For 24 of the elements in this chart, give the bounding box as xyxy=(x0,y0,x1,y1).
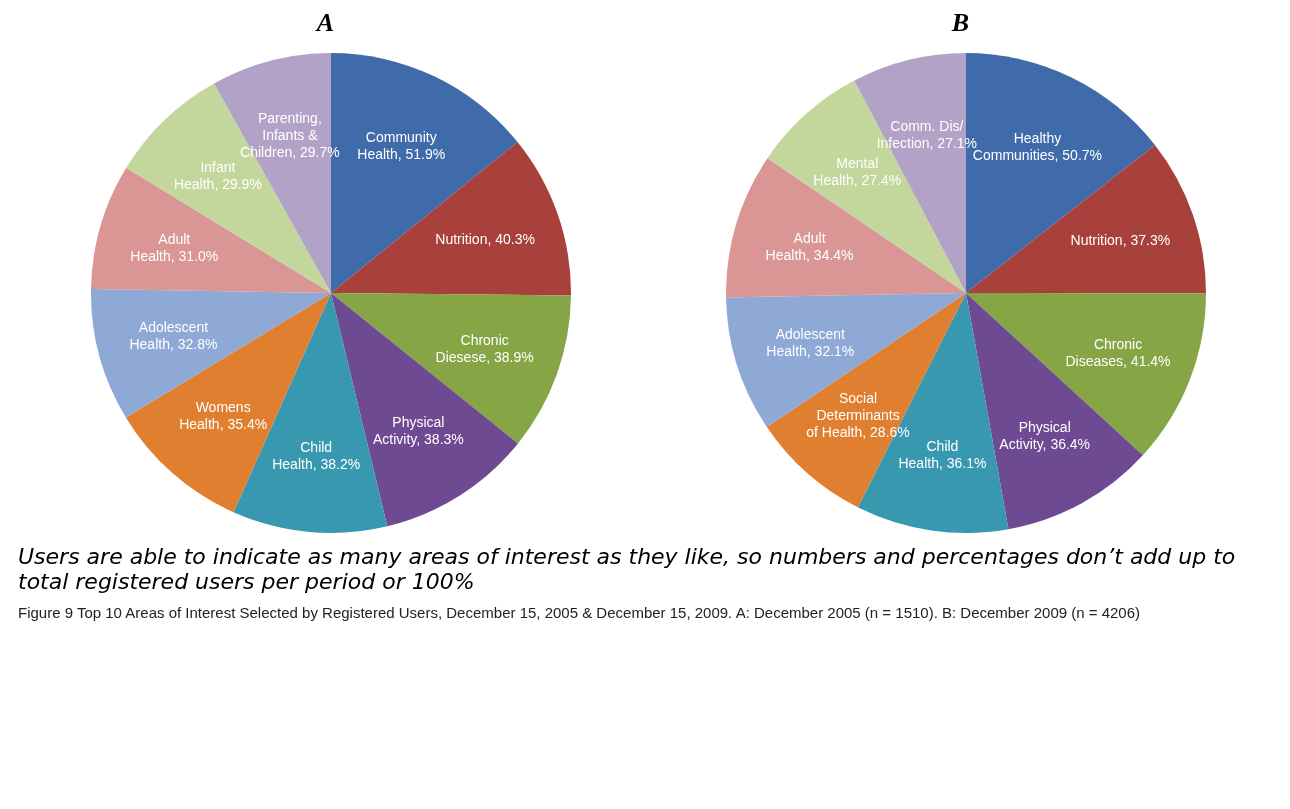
slice-label: Physical Activity, 36.4% xyxy=(998,419,1090,453)
slice-label: Nutrition, 40.3% xyxy=(434,231,535,248)
slice-label: Chronic Diesese, 38.9% xyxy=(435,331,534,365)
pie-slice xyxy=(965,293,1206,456)
pie-slice xyxy=(90,288,331,418)
slice-label: Womens Health, 35.4% xyxy=(178,398,267,432)
slice-label: Adolescent Health, 32.1% xyxy=(765,325,854,359)
caption: Figure 9 Top 10 Areas of Interest Selected by Registered Users, December 15, 2005 & December 15, 2009. A: December 2005 (n = 1510). B: December 2009 (n = 4206) xyxy=(18,604,1142,621)
slice-label: Physical Activity, 38.3% xyxy=(372,414,464,448)
slice-label: Child Health, 36.1% xyxy=(897,437,986,471)
slice-label: Community Health, 51.9% xyxy=(356,129,445,163)
text: Users are able to indicate as many areas of interest as they like, so numbers and percentages don’t add up to total registered users per period or 100% xyxy=(18,544,1237,594)
slice-label: Adolescent Health, 32.8% xyxy=(128,319,217,353)
slice-label: Chronic Diseases, 41.4% xyxy=(1064,335,1171,369)
chart-title: B xyxy=(950,8,971,38)
slice-label: Adult Health, 31.0% xyxy=(129,230,218,264)
chart-title: A xyxy=(314,8,336,38)
pie-slice xyxy=(725,158,966,298)
slice-label: Adult Health, 34.4% xyxy=(765,229,854,263)
slice-label: Nutrition, 37.3% xyxy=(1070,231,1170,248)
slice-label: Infant Health, 29.9% xyxy=(173,158,262,192)
pie-slice xyxy=(725,293,966,427)
slice-label: Child Health, 38.2% xyxy=(271,439,360,473)
slice-label: Mental Health, 27.4% xyxy=(812,154,901,188)
